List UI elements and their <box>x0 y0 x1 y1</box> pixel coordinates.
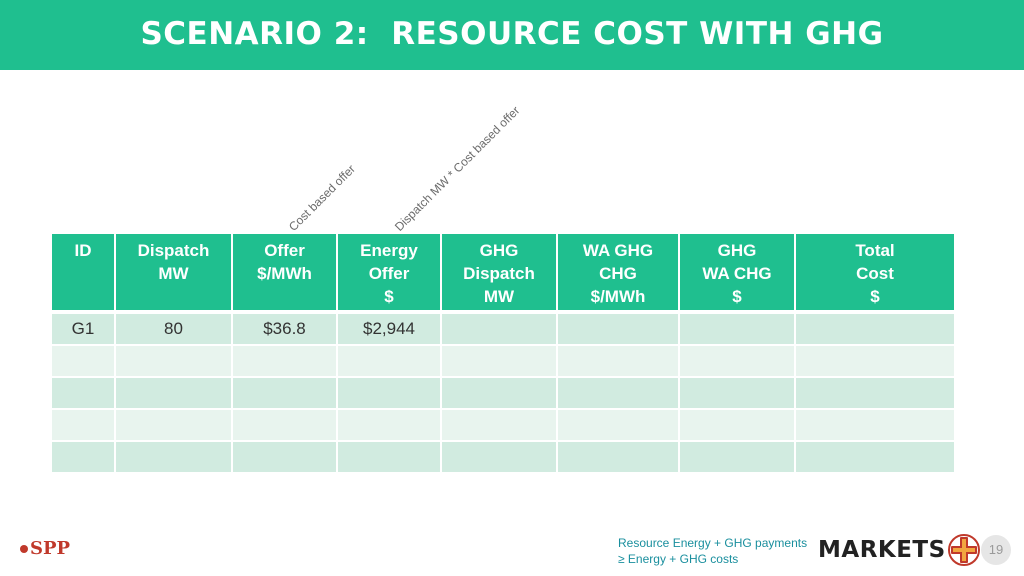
column-header-energy-offer: Energy Offer $ <box>337 234 442 312</box>
payment-note-line-2: ≥ Energy + GHG costs <box>618 552 739 566</box>
table-row <box>52 440 954 472</box>
table-cell <box>52 408 116 441</box>
table-cell <box>232 376 338 409</box>
table-cell <box>337 440 442 472</box>
table-row <box>52 408 954 441</box>
table-cell: G1 <box>52 310 116 345</box>
spp-logo-mark-icon <box>20 544 28 553</box>
table-cell <box>441 440 558 472</box>
table-cell: 80 <box>115 310 233 345</box>
spp-logo-text: SPP <box>30 538 71 559</box>
table-cell <box>795 440 954 472</box>
table-cell <box>232 344 338 377</box>
table-cell <box>679 310 796 345</box>
table-cell <box>795 376 954 409</box>
table-cell <box>557 408 680 441</box>
table-cell <box>232 408 338 441</box>
resource-cost-table: ID Dispatch MW Offer $/MWh Energy Offer $ GH… <box>52 234 954 472</box>
table-row <box>52 376 954 409</box>
table-cell <box>441 408 558 441</box>
table-cell: $2,944 <box>337 310 442 345</box>
column-header-dispatch-mw: Dispatch MW <box>115 234 233 312</box>
column-header-ghg-wa-chg: GHG WA CHG $ <box>679 234 796 312</box>
table-cell <box>679 344 796 377</box>
table-cell <box>557 310 680 345</box>
table-cell <box>115 440 233 472</box>
table-cell <box>795 310 954 345</box>
table-cell <box>795 408 954 441</box>
table-cell <box>115 376 233 409</box>
annotation-cost-based-offer: Cost based offer <box>286 161 359 234</box>
table-cell <box>557 344 680 377</box>
table-cell <box>795 344 954 377</box>
column-header-ghg-dispatch: GHG Dispatch MW <box>441 234 558 312</box>
spp-logo: SPP <box>20 538 70 559</box>
payment-note-line-1: Resource Energy + GHG payments <box>618 536 808 550</box>
annotation-dispatch-times-offer: Dispatch MW * Cost based offer <box>392 103 523 234</box>
title-bar: SCENARIO 2: RESOURCE COST WITH GHG <box>0 0 1024 70</box>
column-header-offer: Offer $/MWh <box>232 234 338 312</box>
table-cell <box>557 440 680 472</box>
table-cell <box>232 440 338 472</box>
table-cell <box>337 408 442 441</box>
column-header-wa-ghg-chg: WA GHG CHG $/MWh <box>557 234 680 312</box>
table-cell <box>52 440 116 472</box>
markets-plus-logo: MARKETS <box>818 534 980 566</box>
markets-logo-text: MARKETS <box>818 537 946 563</box>
table-cell <box>115 408 233 441</box>
table-cell <box>52 344 116 377</box>
table-cell <box>441 344 558 377</box>
table-cell <box>337 344 442 377</box>
table-cell <box>679 440 796 472</box>
column-header-total-cost: Total Cost $ <box>795 234 954 312</box>
table-cell: $36.8 <box>232 310 338 345</box>
column-header-id: ID <box>52 234 116 312</box>
table-cell <box>441 310 558 345</box>
table-header-row: ID Dispatch MW Offer $/MWh Energy Offer $ GH… <box>52 234 954 312</box>
table-cell <box>52 376 116 409</box>
plus-cross-icon <box>947 534 980 566</box>
table-cell <box>557 376 680 409</box>
table-cell <box>441 376 558 409</box>
table-row <box>52 344 954 377</box>
table-cell <box>337 376 442 409</box>
payment-note: Resource Energy + GHG payments ≥ Energy … <box>618 535 807 567</box>
page-number: 19 <box>981 535 1011 565</box>
table-cell <box>679 408 796 441</box>
page-title: SCENARIO 2: RESOURCE COST WITH GHG <box>140 16 884 52</box>
table-cell <box>679 376 796 409</box>
table-row: G1 80 $36.8 $2,944 <box>52 310 954 345</box>
table-cell <box>115 344 233 377</box>
